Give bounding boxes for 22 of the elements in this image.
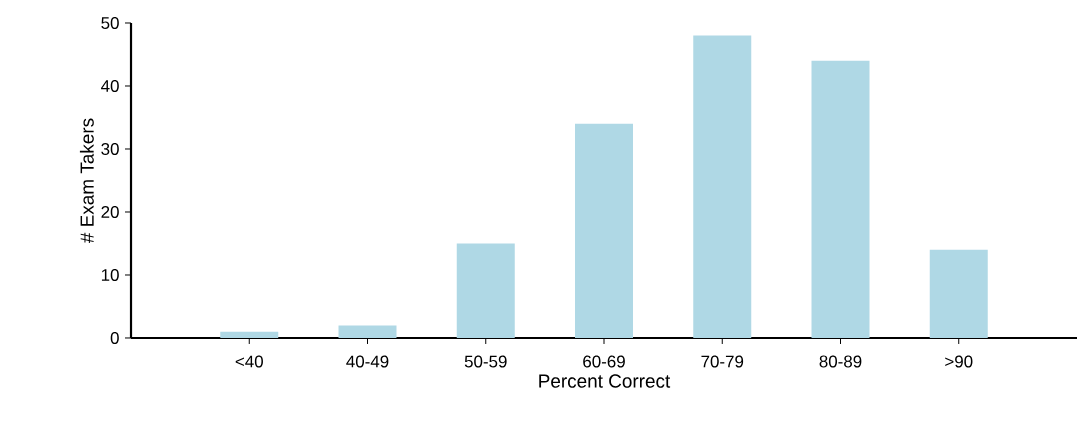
y-tick-label: 0 (110, 331, 119, 344)
bar (456, 243, 515, 338)
x-tick-label: 40-49 (346, 355, 389, 368)
x-tick-label: <40 (235, 355, 263, 368)
bar (929, 249, 988, 338)
x-tick-label: 50-59 (464, 355, 507, 368)
bar (220, 331, 279, 338)
y-tick-label: 10 (101, 268, 119, 281)
bar (338, 325, 397, 338)
y-tick-label: 50 (101, 16, 119, 29)
x-axis-title: Percent Correct (539, 374, 671, 388)
y-tick-label: 30 (101, 142, 119, 155)
x-tick-label: >90 (945, 355, 973, 368)
y-tick-label: 20 (101, 205, 119, 218)
bar (811, 60, 870, 338)
bar (693, 35, 752, 338)
x-tick-label: 80-89 (819, 355, 862, 368)
x-tick-label: 60-69 (583, 355, 625, 368)
bar (575, 123, 633, 338)
x-tick-label: 70-79 (701, 355, 744, 368)
y-tick-label: 40 (101, 79, 119, 92)
y-axis-title: # Exam Takers (79, 118, 94, 243)
